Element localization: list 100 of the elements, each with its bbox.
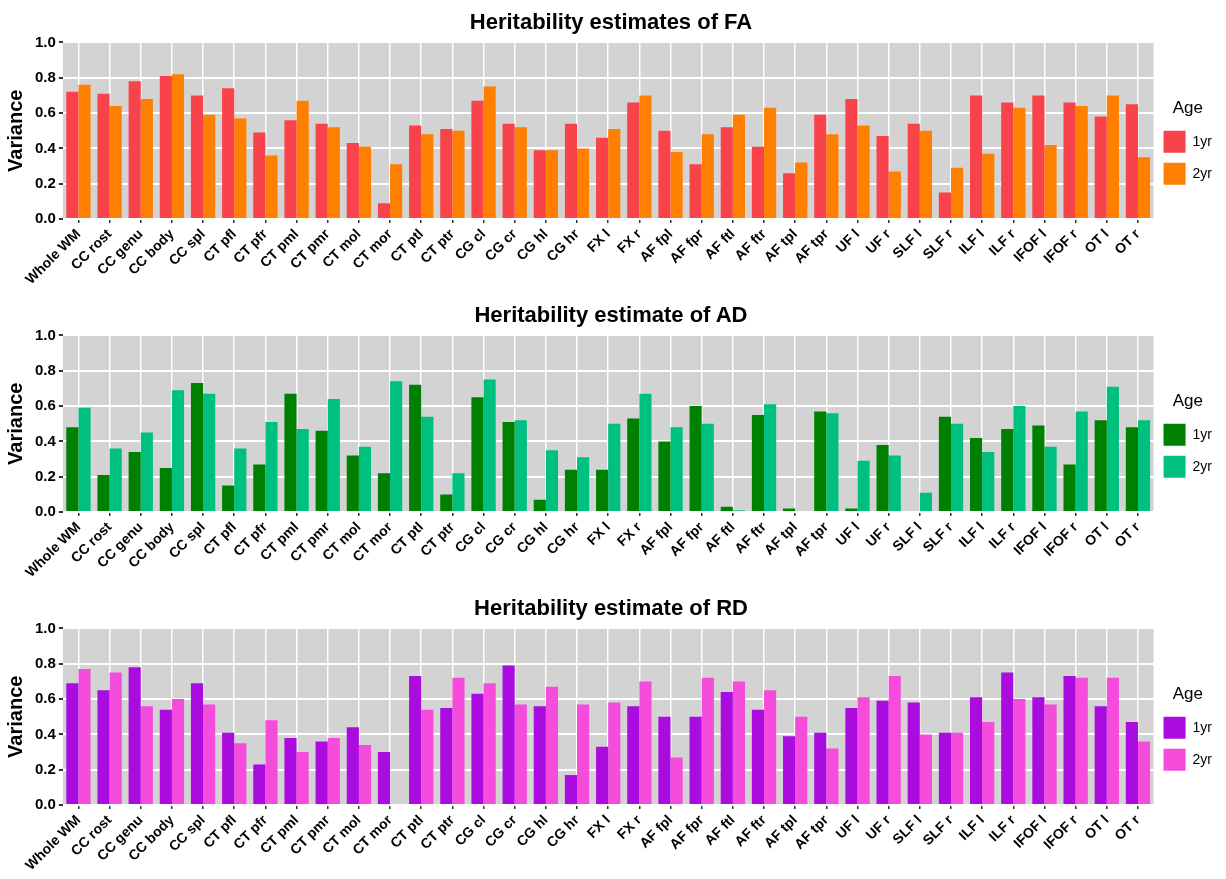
bar [78,84,91,219]
bar [596,469,609,512]
bar [814,114,827,219]
x-tick-label: OT r [1111,225,1144,258]
bar [265,155,278,219]
legend-label: 2yr [1192,164,1213,181]
bar [826,413,839,512]
legend-title: Age [1172,391,1203,411]
bar [608,423,621,512]
bar [689,164,702,219]
bar [222,88,235,219]
bar [950,732,964,805]
bar [440,128,453,219]
bar [950,423,964,512]
bar [814,411,827,512]
bar [732,114,746,219]
bar [265,720,278,805]
bar [78,669,91,805]
bar [701,134,714,219]
bar [128,452,141,512]
bar [639,95,652,219]
bar [764,690,777,805]
bar [253,764,266,805]
bar [377,203,391,219]
bar [1137,741,1151,805]
bar [1094,116,1107,219]
bar [296,429,309,512]
bar [1137,157,1151,219]
bar [66,427,79,512]
bar [627,102,640,219]
bar [222,485,235,512]
legend-label: 2yr [1192,750,1213,767]
bar [140,432,153,512]
bar [970,95,983,219]
x-tick-label: FX l [583,811,614,842]
bar [689,406,702,512]
bar [764,404,777,512]
y-tick-label: 0.6 [34,103,56,121]
bar [751,709,765,805]
bar [907,123,920,219]
bar [346,143,359,219]
bar [783,736,796,805]
legend-label: 2yr [1192,457,1213,474]
bar [452,677,465,805]
bar [764,107,777,219]
bar [128,667,141,805]
x-tick-label: UF r [862,811,894,843]
bar [502,123,515,219]
bar [514,420,527,512]
bar [596,137,609,219]
bar [452,473,465,512]
y-axis-title: Variance [3,382,26,465]
bar [440,494,453,512]
bar [533,499,546,512]
x-tick-label: OT r [1111,811,1144,844]
bar [203,114,216,219]
legend-title: Age [1172,98,1203,118]
bar [1125,104,1138,219]
bar [421,416,434,512]
bar [358,446,372,512]
bar [1032,425,1045,512]
bar [845,707,858,805]
bar [1075,677,1088,805]
bar [938,416,951,512]
bar [577,148,590,219]
y-tick-label: 0.0 [34,502,56,520]
bar [564,123,578,219]
bar [701,423,714,512]
bar [1001,102,1014,219]
bar [1106,95,1119,219]
bar [483,86,496,219]
bar [1013,406,1026,512]
x-tick-label: UF l [832,225,863,256]
y-tick-label: 0.6 [34,396,56,414]
y-tick-label: 0.4 [34,431,57,449]
bar [919,130,932,219]
bar [234,118,247,219]
bar [327,737,340,805]
bar [1063,464,1076,512]
bar [1075,106,1088,219]
bar [1094,420,1107,512]
bar [950,167,964,219]
bar [795,716,808,805]
bar [97,93,110,219]
bar [639,393,652,512]
bar [814,732,827,805]
bar [919,734,932,805]
bar [327,399,340,512]
bar [471,397,484,512]
bar [1032,697,1045,805]
bar [390,381,403,512]
bar [876,444,889,512]
bar [452,130,465,219]
bar [421,134,434,219]
bar [857,125,870,219]
legend-label: 1yr [1192,425,1213,442]
bar [234,448,247,512]
y-tick-label: 1.0 [34,325,56,343]
x-tick-label: UF l [832,811,863,842]
y-tick-label: 0.2 [34,759,56,777]
